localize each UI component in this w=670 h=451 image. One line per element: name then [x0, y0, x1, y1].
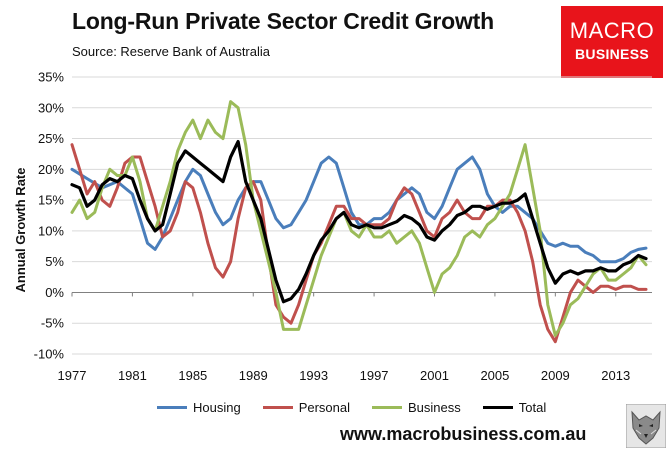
legend-item-housing: Housing	[157, 400, 241, 415]
y-tick-label: 5%	[45, 254, 64, 269]
legend-item-business: Business	[372, 400, 461, 415]
legend-label: Total	[518, 400, 547, 415]
y-tick-label: 30%	[38, 100, 64, 115]
series-layer	[70, 100, 648, 344]
y-tick-label: 0%	[45, 285, 64, 300]
legend-swatch	[482, 406, 513, 409]
legend-swatch	[157, 406, 187, 409]
wolf-logo-icon	[626, 404, 666, 448]
x-tick-label: 1989	[239, 368, 268, 383]
x-tick-label: 1997	[360, 368, 389, 383]
x-tick-label: 1977	[58, 368, 87, 383]
series-line-personal	[70, 143, 648, 344]
y-tick-label: -5%	[41, 316, 65, 331]
y-axis-label: Annual Growth Rate	[13, 168, 28, 293]
x-tick-label: 1985	[178, 368, 207, 383]
x-tick-label: 1993	[299, 368, 328, 383]
x-tick-label: 2013	[601, 368, 630, 383]
y-tick-label: 10%	[38, 223, 64, 238]
chart-legend: Housing Personal Business Total	[157, 400, 568, 415]
legend-item-personal: Personal	[262, 400, 351, 415]
legend-label: Personal	[298, 400, 351, 415]
legend-label: Business	[408, 400, 461, 415]
axis-layer: -10% -5% 0% 5% 10% 15% 20% 25% 30% 35% 1977 1981 198…	[34, 70, 631, 384]
legend-label: Housing	[193, 400, 241, 415]
legend-swatch	[372, 406, 403, 409]
logo-line-2: BUSINESS	[575, 46, 649, 62]
series-line-business	[70, 100, 648, 337]
legend-item-total: Total	[482, 400, 547, 415]
chart-subtitle: Source: Reserve Bank of Australia	[72, 44, 270, 59]
y-tick-label: 35%	[38, 70, 64, 85]
x-tick-label: 2001	[420, 368, 449, 383]
series-line-housing	[70, 155, 648, 264]
macrobusiness-logo: MACRO BUSINESS	[561, 6, 663, 78]
x-tick-label: 2009	[541, 368, 570, 383]
legend-swatch	[262, 406, 293, 409]
series-line-total	[70, 140, 648, 304]
footer-url: www.macrobusiness.com.au	[340, 424, 587, 444]
y-tick-label: 15%	[38, 193, 64, 208]
chart-title: Long-Run Private Sector Credit Growth	[72, 8, 494, 34]
logo-line-1: MACRO	[569, 18, 655, 43]
y-tick-label: 20%	[38, 162, 64, 177]
x-tick-label: 1981	[118, 368, 147, 383]
x-tick-label: 2005	[480, 368, 509, 383]
y-tick-label: 25%	[38, 131, 64, 146]
y-tick-label: -10%	[34, 347, 65, 362]
